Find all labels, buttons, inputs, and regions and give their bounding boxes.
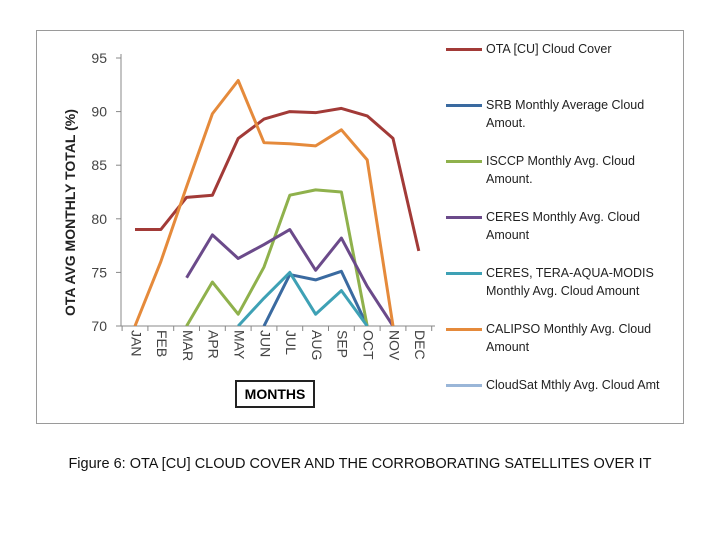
x-tick-label: APR (206, 330, 222, 359)
x-tick-label: JUN (257, 330, 273, 357)
legend-item-ota: OTA [CU] Cloud Cover (446, 40, 682, 58)
x-tick-label: JUL (283, 330, 299, 355)
x-tick-label: OCT (360, 330, 376, 360)
y-axis-label: OTA AVG MONTHLY TOTAL (%) (62, 109, 78, 316)
legend-label-cloudsat: CloudSat Mthly Avg. Cloud Amt (486, 378, 660, 392)
y-tick-label: 90 (91, 104, 107, 120)
y-tick-label: 70 (91, 318, 107, 334)
x-tick-label: AUG (309, 330, 325, 360)
x-tick-label: MAY (231, 330, 247, 360)
legend-item-srb: SRB Monthly Average Cloud Amout. (446, 96, 682, 132)
chart-frame: 70 75 80 85 90 95 JAN FEB MAR APR MAY JUN JUL AUG SEP O… (36, 30, 684, 424)
series-line-1 (262, 269, 369, 326)
legend-swatch-srb (446, 104, 482, 107)
legend-swatch-isccp (446, 160, 482, 163)
legend-label-calipso: CALIPSO Monthly Avg. Cloud Amount (486, 322, 652, 354)
series-line-4 (237, 270, 369, 326)
chart-plot: 70 75 80 85 90 95 JAN FEB MAR APR MAY JUN JUL AUG SEP O… (91, 50, 435, 361)
legend-label-ceres-modis: CERES, TERA-AQUA-MODIS Monthly Avg. Clou… (486, 266, 654, 298)
x-tick-label: JAN (128, 330, 144, 356)
x-axis-label: MONTHS (235, 380, 315, 408)
figure-caption: Figure 6: OTA [CU] CLOUD COVER AND THE C… (68, 456, 652, 472)
y-tick-label: 80 (91, 211, 107, 227)
x-tick-label: FEB (154, 330, 170, 357)
legend-item-ceres: CERES Monthly Avg. Cloud Amount (446, 208, 682, 244)
y-tick-label: 75 (91, 264, 107, 280)
x-tick-label: NOV (386, 330, 402, 361)
x-tick-label: SEP (335, 330, 351, 358)
legend-item-calipso: CALIPSO Monthly Avg. Cloud Amount (446, 320, 682, 356)
series-line-5 (133, 79, 395, 326)
series-line-3 (185, 228, 395, 326)
legend-item-cloudsat: CloudSat Mthly Avg. Cloud Amt (446, 376, 682, 394)
y-tick-label: 85 (91, 157, 107, 173)
legend-swatch-ota (446, 48, 482, 51)
legend-swatch-calipso (446, 328, 482, 331)
x-tick-label: MAR (180, 330, 196, 361)
legend-label-srb: SRB Monthly Average Cloud Amout. (486, 98, 645, 130)
legend-label-ota: OTA [CU] Cloud Cover (486, 42, 612, 56)
series-line-2 (185, 188, 369, 326)
legend-swatch-ceres-modis (446, 272, 482, 275)
legend-label-isccp: ISCCP Monthly Avg. Cloud Amount. (486, 154, 635, 186)
y-tick-label: 95 (91, 50, 107, 66)
legend-swatch-ceres (446, 216, 482, 219)
legend-swatch-cloudsat (446, 384, 482, 387)
x-tick-label: DEC (412, 330, 428, 360)
legend-label-ceres: CERES Monthly Avg. Cloud Amount (486, 210, 641, 242)
legend-item-isccp: ISCCP Monthly Avg. Cloud Amount. (446, 152, 682, 188)
legend-item-ceres-modis: CERES, TERA-AQUA-MODIS Monthly Avg. Clou… (446, 264, 682, 300)
